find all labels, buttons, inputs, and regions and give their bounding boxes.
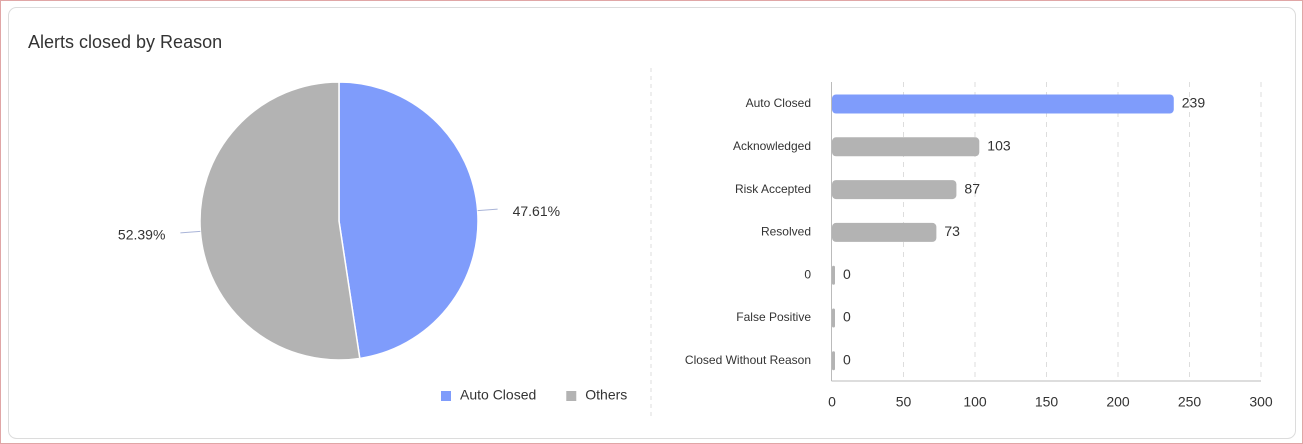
value-label: 0	[843, 309, 851, 325]
label-leader	[180, 230, 201, 234]
y-tick-label: 0	[804, 267, 811, 281]
slice-label: 52.39%	[118, 227, 165, 243]
label-leader	[477, 208, 498, 212]
bar	[832, 94, 1174, 114]
legend-label: Others	[585, 387, 627, 403]
slice-label: 47.61%	[513, 203, 560, 219]
y-tick-label: Acknowledged	[733, 139, 811, 153]
x-tick-label: 250	[1178, 394, 1202, 410]
y-tick-label: Auto Closed	[746, 96, 811, 110]
value-label: 73	[944, 223, 960, 239]
value-label: 103	[987, 138, 1011, 154]
x-tick-label: 100	[963, 394, 987, 410]
y-tick-label: Closed Without Reason	[685, 353, 811, 367]
y-tick-label: Resolved	[761, 225, 811, 239]
y-tick-label: False Positive	[736, 310, 811, 324]
bar	[832, 351, 835, 371]
legend-swatch	[566, 391, 577, 401]
bar	[832, 180, 957, 200]
x-tick-label: 300	[1249, 394, 1273, 410]
bar	[832, 222, 937, 242]
value-label: 87	[964, 180, 980, 196]
x-tick-label: 50	[896, 394, 912, 410]
card-title: Alerts closed by Reason	[28, 32, 222, 52]
legend-swatch	[441, 391, 451, 401]
bar	[832, 265, 835, 285]
x-tick-label: 200	[1106, 394, 1130, 410]
x-tick-label: 0	[828, 394, 836, 410]
value-label: 239	[1182, 95, 1206, 111]
pie-slice	[199, 81, 361, 361]
value-label: 0	[843, 266, 851, 282]
legend-label: Auto Closed	[460, 387, 536, 403]
bar	[832, 308, 835, 328]
pie-slice	[338, 81, 479, 360]
y-tick-label: Risk Accepted	[735, 182, 811, 196]
bar	[832, 137, 980, 157]
x-tick-label: 150	[1035, 394, 1059, 410]
value-label: 0	[843, 352, 851, 368]
